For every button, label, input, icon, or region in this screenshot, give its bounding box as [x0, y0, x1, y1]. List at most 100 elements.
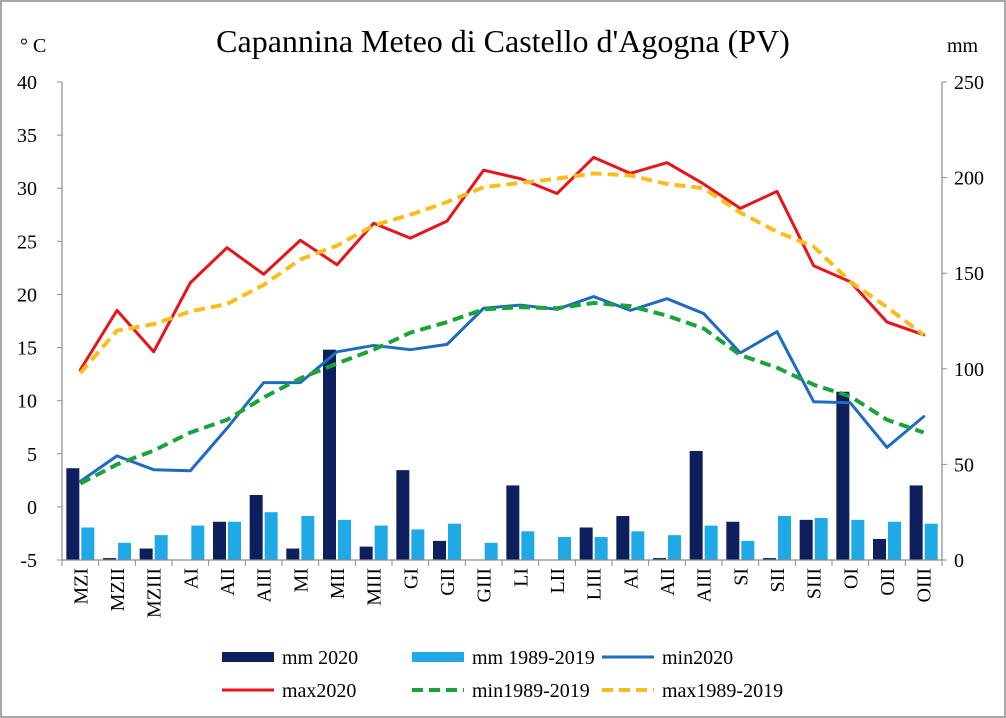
bar-mm1989-2019-16	[668, 535, 681, 560]
bar-mm2020-16	[653, 558, 666, 560]
bar-mm1989-2019-21	[851, 519, 865, 560]
bar-mm2020-17	[689, 451, 703, 560]
bar-mm2020-2	[139, 548, 153, 560]
bar-mm1989-2019-22	[888, 521, 901, 560]
y-right-unit-label: mm	[947, 35, 979, 57]
bar-mm2020-5	[249, 494, 263, 560]
y-right-tick-label-3: 150	[954, 263, 984, 285]
bar-mm1989-2019-17	[704, 525, 718, 560]
legend-label-max1989-2019: max1989-2019	[662, 680, 783, 702]
legend-swatch-mm 2020	[222, 652, 274, 662]
bar-mm2020-4	[213, 521, 226, 560]
chart-title: Capannina Meteo di Castello d'Agogna (PV…	[216, 23, 790, 59]
x-tick-label-9: GI	[400, 568, 422, 589]
x-tick-label-2: MZIII	[144, 568, 166, 618]
bar-mm1989-2019-14	[594, 537, 608, 560]
bar-mm2020-9	[396, 470, 410, 560]
x-tick-label-17: AIII	[694, 568, 716, 602]
y-left-tick-label-6: 25	[17, 231, 37, 253]
y-right-tick-label-0: 0	[954, 550, 964, 572]
bar-mm2020-10	[433, 540, 446, 560]
y-left-tick-label-9: 40	[17, 72, 37, 94]
bar-mm2020-21	[836, 391, 850, 560]
bar-mm1989-2019-2	[154, 535, 168, 560]
legend-label-max2020: max2020	[282, 680, 356, 702]
series-line-max2020	[78, 155, 926, 372]
x-tick-label-5: AIII	[254, 568, 276, 602]
bar-mm1989-2019-6	[301, 516, 315, 560]
axes-layer: -5 0 5 10 15 20 25 30 35 40 0 50 100 150 200 250 MZI MZII…	[17, 72, 984, 618]
bar-mm2020-8	[359, 546, 373, 560]
lines-layer	[78, 155, 926, 486]
x-tick-label-6: MI	[290, 568, 312, 592]
bar-mm1989-2019-4	[228, 521, 241, 560]
y-left-tick-label-5: 20	[17, 284, 37, 306]
bar-mm1989-2019-12	[521, 531, 535, 560]
legend-label-mm 1989-2019: mm 1989-2019	[472, 647, 595, 669]
x-tick-label-15: AI	[620, 568, 642, 589]
bar-mm2020-22	[873, 538, 886, 560]
series-line-max1989-2019	[78, 171, 925, 375]
y-left-tick-label-2: 5	[27, 444, 37, 466]
y-right-tick-label-1: 50	[954, 454, 974, 476]
bar-mm2020-1	[103, 558, 116, 560]
bar-mm2020-15	[616, 516, 630, 560]
bar-mm1989-2019-13	[558, 537, 571, 560]
bar-mm2020-14	[579, 527, 593, 560]
x-tick-label-8: MIII	[364, 568, 386, 606]
legend-label-min2020: min2020	[662, 647, 733, 669]
y-left-tick-label-3: 10	[17, 391, 37, 413]
y-left-tick-label-4: 15	[17, 338, 37, 360]
legend-label-min1989-2019: min1989-2019	[472, 680, 590, 702]
bar-mm2020-19	[763, 558, 776, 560]
y-left-tick-label-1: 0	[27, 497, 37, 519]
y-right-tick-label-2: 100	[954, 359, 984, 381]
x-tick-label-20: SIII	[804, 568, 826, 599]
bar-mm1989-2019-1	[118, 542, 131, 560]
bar-mm1989-2019-0	[81, 527, 95, 560]
legend-swatch-mm 1989-2019	[412, 652, 464, 662]
bars-layer	[66, 349, 938, 560]
x-tick-label-3: AI	[180, 568, 202, 589]
x-tick-label-12: LI	[510, 568, 532, 587]
y-left-tick-label-8: 35	[17, 125, 37, 147]
x-tick-label-22: OII	[877, 568, 899, 596]
bar-mm2020-12	[506, 485, 520, 560]
bar-mm1989-2019-19	[778, 516, 791, 560]
bar-mm1989-2019-11	[484, 542, 498, 560]
bar-mm2020-18	[726, 521, 740, 560]
bar-mm2020-6	[286, 548, 300, 560]
bar-mm1989-2019-7	[338, 519, 351, 560]
bar-mm1989-2019-9	[411, 529, 425, 560]
y-left-unit-label: ° C	[20, 35, 46, 57]
bar-mm2020-0	[66, 468, 80, 560]
x-tick-label-13: LII	[547, 568, 569, 594]
x-tick-label-19: SII	[767, 568, 789, 592]
x-tick-label-4: AII	[217, 568, 239, 596]
x-tick-label-14: LIII	[584, 568, 606, 600]
bar-mm1989-2019-23	[924, 523, 938, 560]
series-line-min1989-2019	[79, 300, 925, 486]
legend-label-mm 2020: mm 2020	[282, 647, 358, 669]
bar-mm1989-2019-8	[374, 525, 388, 560]
bar-mm2020-23	[909, 485, 923, 560]
legend: mm 2020 mm 1989-2019 min2020 max2020 min1989…	[222, 647, 783, 702]
bar-mm1989-2019-18	[741, 540, 755, 560]
y-right-tick-label-4: 200	[954, 168, 984, 190]
y-left-tick-label-7: 30	[17, 178, 37, 200]
bar-mm1989-2019-20	[814, 517, 828, 560]
x-tick-label-1: MZII	[107, 568, 129, 611]
bar-mm2020-7	[323, 349, 336, 560]
y-left-tick-label-0: -5	[20, 550, 37, 572]
x-tick-label-16: AII	[657, 568, 679, 596]
x-tick-label-7: MII	[327, 568, 349, 599]
x-tick-label-11: GIII	[474, 568, 496, 602]
y-right-tick-label-5: 250	[954, 72, 984, 94]
x-tick-label-23: OIII	[914, 568, 936, 602]
x-tick-label-21: OI	[840, 568, 862, 589]
bar-mm2020-20	[799, 519, 813, 560]
x-tick-label-0: MZI	[70, 568, 92, 605]
bar-mm1989-2019-15	[631, 531, 645, 560]
